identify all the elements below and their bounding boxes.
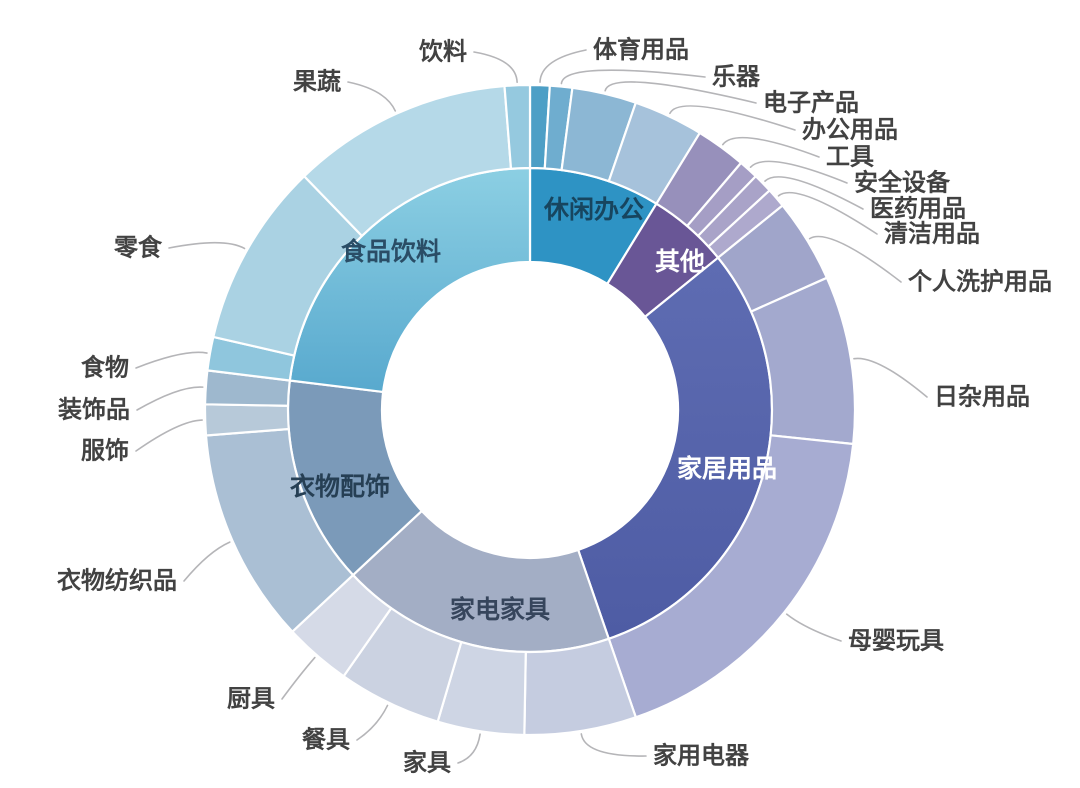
inner-segment-label: 衣物配饰 (290, 472, 390, 501)
outer-segment-label: 家具 (403, 749, 451, 777)
leader-line-安全设备 (749, 160, 848, 184)
leader-line-体育用品 (539, 49, 587, 83)
outer-ring (203, 83, 857, 737)
outer-segment-label: 工具 (826, 144, 874, 171)
leader-line-厨具 (281, 656, 316, 700)
leader-line-装饰品 (136, 386, 204, 411)
inner-segment-label: 家电家具 (450, 595, 550, 624)
outer-segment-label: 零食 (113, 234, 163, 262)
inner-segment-label: 家居用品 (677, 454, 777, 483)
leader-line-电子产品 (604, 81, 757, 104)
leader-line-母婴玩具 (785, 613, 842, 642)
leader-line-果蔬 (347, 81, 397, 112)
outer-segment-label: 家用电器 (653, 742, 750, 770)
leader-line-家用电器 (580, 733, 647, 757)
leader-line-饮料 (473, 51, 518, 84)
leader-line-医药用品 (764, 176, 864, 210)
leader-line-个人洗护用品 (808, 235, 902, 283)
leader-line-服饰 (135, 419, 203, 452)
outer-segment-label: 服饰 (81, 438, 129, 465)
outer-segment-label: 个人洗护用品 (908, 269, 1052, 296)
outer-segment-label: 清洁用品 (884, 221, 980, 248)
outer-segment-label: 安全设备 (854, 169, 951, 197)
leader-line-办公用品 (669, 105, 796, 131)
outer-segment-label: 电子产品 (763, 89, 859, 117)
inner-segment-label: 其他 (655, 247, 705, 276)
outer-segment-label: 日杂用品 (934, 384, 1030, 411)
outer-segment-label: 厨具 (227, 686, 275, 713)
outer-segment-label: 餐具 (302, 727, 350, 754)
outer-segment-label: 母婴玩具 (848, 628, 944, 655)
inner-segment-label: 休闲办公 (543, 196, 644, 224)
outer-segment-label: 乐器 (712, 64, 761, 91)
leader-line-零食 (168, 241, 246, 250)
leader-lines (135, 49, 928, 764)
leader-line-餐具 (356, 704, 389, 741)
outer-segment-label: 办公用品 (802, 117, 898, 144)
outer-segment-label: 食物 (81, 354, 129, 382)
outer-segment-label: 医药用品 (870, 196, 966, 223)
leader-line-食物 (135, 351, 208, 369)
leader-line-衣物纺织品 (183, 541, 231, 582)
outer-segment-label: 饮料 (418, 39, 467, 66)
outer-segment-label: 装饰品 (58, 397, 130, 424)
outer-segment-饮料[interactable] (503, 83, 532, 170)
leader-line-乐器 (560, 69, 706, 85)
leader-line-家具 (457, 733, 481, 764)
outer-segment-服饰[interactable] (203, 403, 290, 437)
outer-segment-label: 体育用品 (593, 36, 689, 64)
leader-line-工具 (721, 136, 820, 158)
outer-segment-label: 果蔬 (293, 69, 341, 96)
leader-line-清洁用品 (777, 191, 878, 235)
leader-line-日杂用品 (853, 357, 928, 398)
inner-segment-label: 食品饮料 (341, 237, 441, 266)
outer-segment-label: 衣物纺织品 (57, 567, 177, 595)
